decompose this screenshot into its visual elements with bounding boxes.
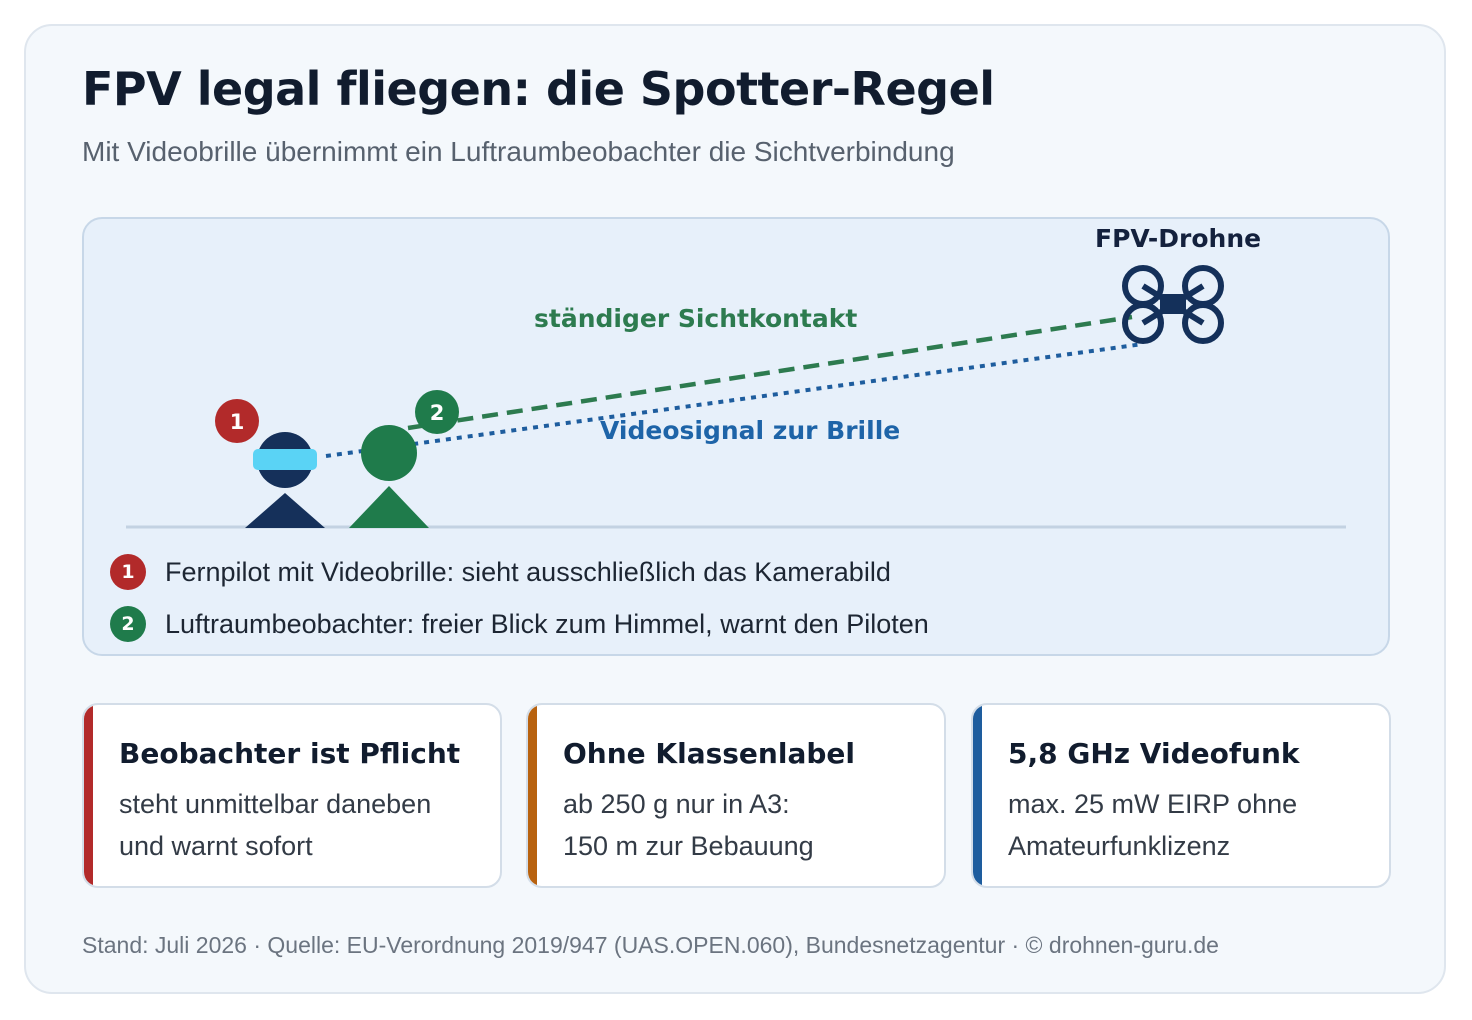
legend-badge-observer: 2 xyxy=(110,606,146,642)
footer-source: Stand: Juli 2026 · Quelle: EU-Verordnung… xyxy=(82,932,1219,958)
pilot-badge: 1 xyxy=(215,399,259,443)
goggles-icon xyxy=(253,449,317,470)
fact-card-text: Amateurfunklizenz xyxy=(1008,831,1231,861)
fact-card-title: 5,8 GHz Videofunk xyxy=(1008,737,1300,770)
legend-item-pilot: 1 Fernpilot mit Videobrille: sieht aussc… xyxy=(110,552,891,592)
observer-badge: 2 xyxy=(415,390,459,434)
fact-card-accent-bar xyxy=(528,705,537,886)
legend-text-observer: Luftraumbeobachter: freier Blick zum Him… xyxy=(165,608,929,639)
fact-card-text: und warnt sofort xyxy=(119,831,313,861)
fact-card-title: Beobachter ist Pflicht xyxy=(119,737,461,770)
fact-card-title: Ohne Klassenlabel xyxy=(563,737,855,770)
video-line-label: Videosignal zur Brille xyxy=(600,416,901,445)
fact-card-text: steht unmittelbar daneben xyxy=(119,789,432,819)
svg-text:1: 1 xyxy=(230,410,245,434)
page-subtitle: Mit Videobrille übernimmt ein Luftraumbe… xyxy=(82,136,955,167)
fact-card-accent-bar xyxy=(973,705,982,886)
fact-card-observer-required: Beobachter ist Pflicht steht unmittelbar… xyxy=(82,703,502,888)
fact-card-accent-bar xyxy=(84,705,93,886)
fact-card-text: 150 m zur Bebauung xyxy=(563,831,814,861)
svg-text:2: 2 xyxy=(430,401,445,425)
page-title: FPV legal fliegen: die Spotter-Regel xyxy=(82,62,995,116)
fact-card-text: max. 25 mW EIRP ohne xyxy=(1008,789,1298,819)
sight-line-label: ständiger Sichtkontakt xyxy=(534,304,858,333)
drone-icon xyxy=(1122,265,1224,344)
legend-badge-pilot: 1 xyxy=(110,554,146,590)
legend-item-observer: 2 Luftraumbeobachter: freier Blick zum H… xyxy=(110,604,929,644)
fact-card-class-label: Ohne Klassenlabel ab 250 g nur in A3: 15… xyxy=(526,703,946,888)
pilot-figure-icon xyxy=(245,432,325,528)
fact-card-text: ab 250 g nur in A3: xyxy=(563,789,790,819)
legend-text-pilot: Fernpilot mit Videobrille: sieht ausschl… xyxy=(165,556,891,587)
fact-card-video-radio: 5,8 GHz Videofunk max. 25 mW EIRP ohne A… xyxy=(971,703,1391,888)
drone-label: FPV-Drohne xyxy=(1095,224,1262,253)
sight-line xyxy=(407,314,1133,431)
observer-figure-icon xyxy=(349,425,429,528)
